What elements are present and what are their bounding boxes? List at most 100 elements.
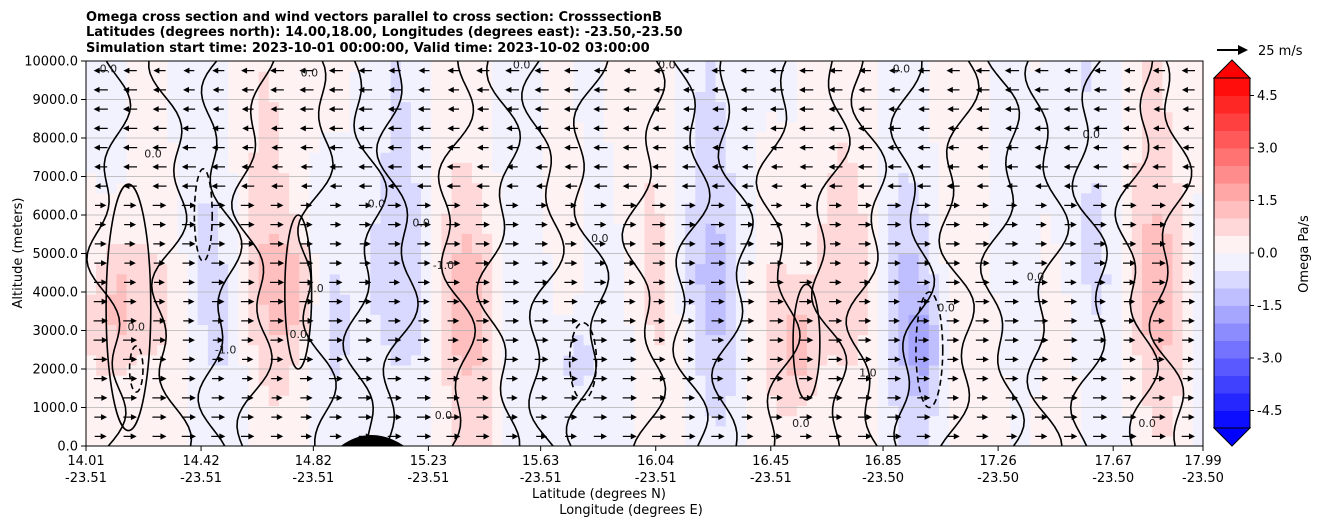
omega-cell <box>86 121 97 133</box>
omega-cell <box>228 334 239 346</box>
omega-cell <box>817 405 828 417</box>
omega-cell <box>461 61 473 72</box>
omega-cell <box>248 142 260 153</box>
omega-cell <box>593 61 605 72</box>
omega-cell <box>806 273 818 285</box>
omega-cell <box>167 405 178 417</box>
omega-cell <box>410 202 422 214</box>
omega-cell <box>664 324 676 336</box>
omega-cell <box>167 212 178 224</box>
omega-cell <box>177 314 189 326</box>
omega-cell <box>1152 131 1163 143</box>
omega-cell <box>664 202 676 214</box>
omega-cell <box>258 111 270 123</box>
omega-cell <box>847 152 859 163</box>
omega-cell <box>167 314 178 326</box>
omega-cell <box>1040 223 1052 234</box>
omega-cell <box>573 61 585 72</box>
omega-cell <box>146 182 158 194</box>
omega-cell <box>350 233 361 244</box>
omega-cell <box>1020 121 1031 133</box>
omega-cell <box>197 142 209 153</box>
omega-cell <box>1020 263 1031 275</box>
omega-cell <box>695 71 707 82</box>
omega-cell <box>522 131 534 143</box>
omega-cell <box>512 243 524 255</box>
omega-cell <box>96 233 107 244</box>
omega-cell <box>126 223 138 234</box>
omega-cell <box>766 202 778 214</box>
omega-cell <box>339 405 351 417</box>
omega-cell <box>999 344 1011 356</box>
omega-cell <box>928 304 940 315</box>
omega-cell <box>989 121 1001 133</box>
omega-cell <box>603 304 615 315</box>
omega-cell <box>482 304 493 315</box>
omega-cell <box>410 91 422 103</box>
wind-vector-head <box>395 356 402 363</box>
omega-cell <box>827 91 839 103</box>
wind-vector-head <box>542 356 549 363</box>
omega-cell <box>1162 223 1174 234</box>
wind-vector-head <box>159 298 166 305</box>
omega-cell <box>746 202 757 214</box>
omega-cell <box>1060 243 1072 255</box>
omega-cell <box>461 263 473 275</box>
omega-cell <box>218 375 229 386</box>
omega-cell <box>1060 273 1072 285</box>
wind-vector-head <box>211 183 218 190</box>
omega-cell <box>796 233 808 244</box>
omega-cell <box>593 385 605 396</box>
omega-cell <box>187 131 199 143</box>
omega-cell <box>136 344 148 356</box>
omega-cell <box>1152 81 1163 92</box>
omega-cell <box>1101 385 1113 396</box>
omega-cell <box>360 304 371 315</box>
omega-cell <box>938 212 950 224</box>
omega-cell <box>1142 334 1153 346</box>
omega-cell <box>553 223 564 234</box>
omega-cell <box>695 385 707 396</box>
omega-cell <box>1101 283 1113 295</box>
omega-cell <box>390 61 402 72</box>
omega-cell <box>1040 192 1052 204</box>
omega-cell <box>1081 91 1092 103</box>
omega-cell <box>136 395 148 407</box>
omega-cell <box>1152 71 1163 82</box>
wind-vector-head <box>394 279 401 286</box>
omega-cell <box>999 152 1011 163</box>
omega-cell <box>96 121 107 133</box>
omega-cell <box>350 243 361 255</box>
omega-cell <box>867 81 879 92</box>
omega-cell <box>421 61 432 72</box>
omega-cell <box>1162 344 1174 356</box>
omega-cell <box>1081 233 1092 244</box>
omega-cell <box>441 91 453 103</box>
omega-cell <box>695 324 707 336</box>
omega-cell <box>898 354 910 366</box>
omega-cell <box>553 101 564 113</box>
omega-cell <box>248 202 260 214</box>
omega-cell <box>1152 263 1163 275</box>
omega-cell <box>207 324 219 336</box>
omega-cell <box>268 283 280 295</box>
omega-cell <box>796 152 808 163</box>
omega-cell <box>878 152 889 163</box>
wind-vector-head <box>248 240 255 247</box>
omega-cell <box>664 121 676 133</box>
omega-cell <box>969 364 981 376</box>
omega-cell <box>624 61 635 72</box>
omega-cell <box>664 314 676 326</box>
omega-cell <box>715 253 727 265</box>
omega-cell <box>1182 354 1194 366</box>
omega-cell <box>197 162 209 174</box>
wind-vector-head <box>247 356 254 363</box>
omega-cell <box>878 81 889 92</box>
omega-cell <box>177 324 189 336</box>
omega-cell <box>878 111 889 123</box>
omega-cell <box>350 314 361 326</box>
omega-cell <box>928 314 940 326</box>
omega-cell <box>482 324 493 336</box>
omega-cell <box>1030 243 1042 255</box>
omega-cell <box>756 263 767 275</box>
